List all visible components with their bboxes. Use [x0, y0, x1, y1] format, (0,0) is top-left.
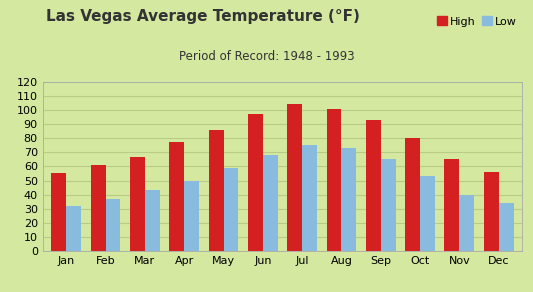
Bar	[342, 148, 357, 251]
Bar	[287, 104, 302, 251]
Bar	[420, 176, 435, 251]
Bar	[208, 130, 223, 251]
Bar	[484, 172, 499, 251]
Text: Las Vegas Average Temperature (°F): Las Vegas Average Temperature (°F)	[46, 9, 359, 24]
Bar	[223, 168, 238, 251]
Bar	[51, 173, 66, 251]
Bar	[263, 155, 278, 251]
Bar	[499, 203, 514, 251]
Bar	[366, 120, 381, 251]
Bar	[91, 165, 106, 251]
Bar	[184, 180, 199, 251]
Bar	[405, 138, 420, 251]
Bar	[302, 145, 317, 251]
Text: Period of Record: 1948 - 1993: Period of Record: 1948 - 1993	[179, 50, 354, 63]
Bar	[459, 195, 474, 251]
Bar	[248, 114, 263, 251]
Bar	[106, 199, 120, 251]
Legend: High, Low: High, Low	[437, 16, 517, 27]
Bar	[130, 157, 145, 251]
Bar	[145, 190, 160, 251]
Bar	[445, 159, 459, 251]
Bar	[327, 109, 342, 251]
Bar	[169, 142, 184, 251]
Bar	[66, 206, 81, 251]
Bar	[381, 159, 395, 251]
